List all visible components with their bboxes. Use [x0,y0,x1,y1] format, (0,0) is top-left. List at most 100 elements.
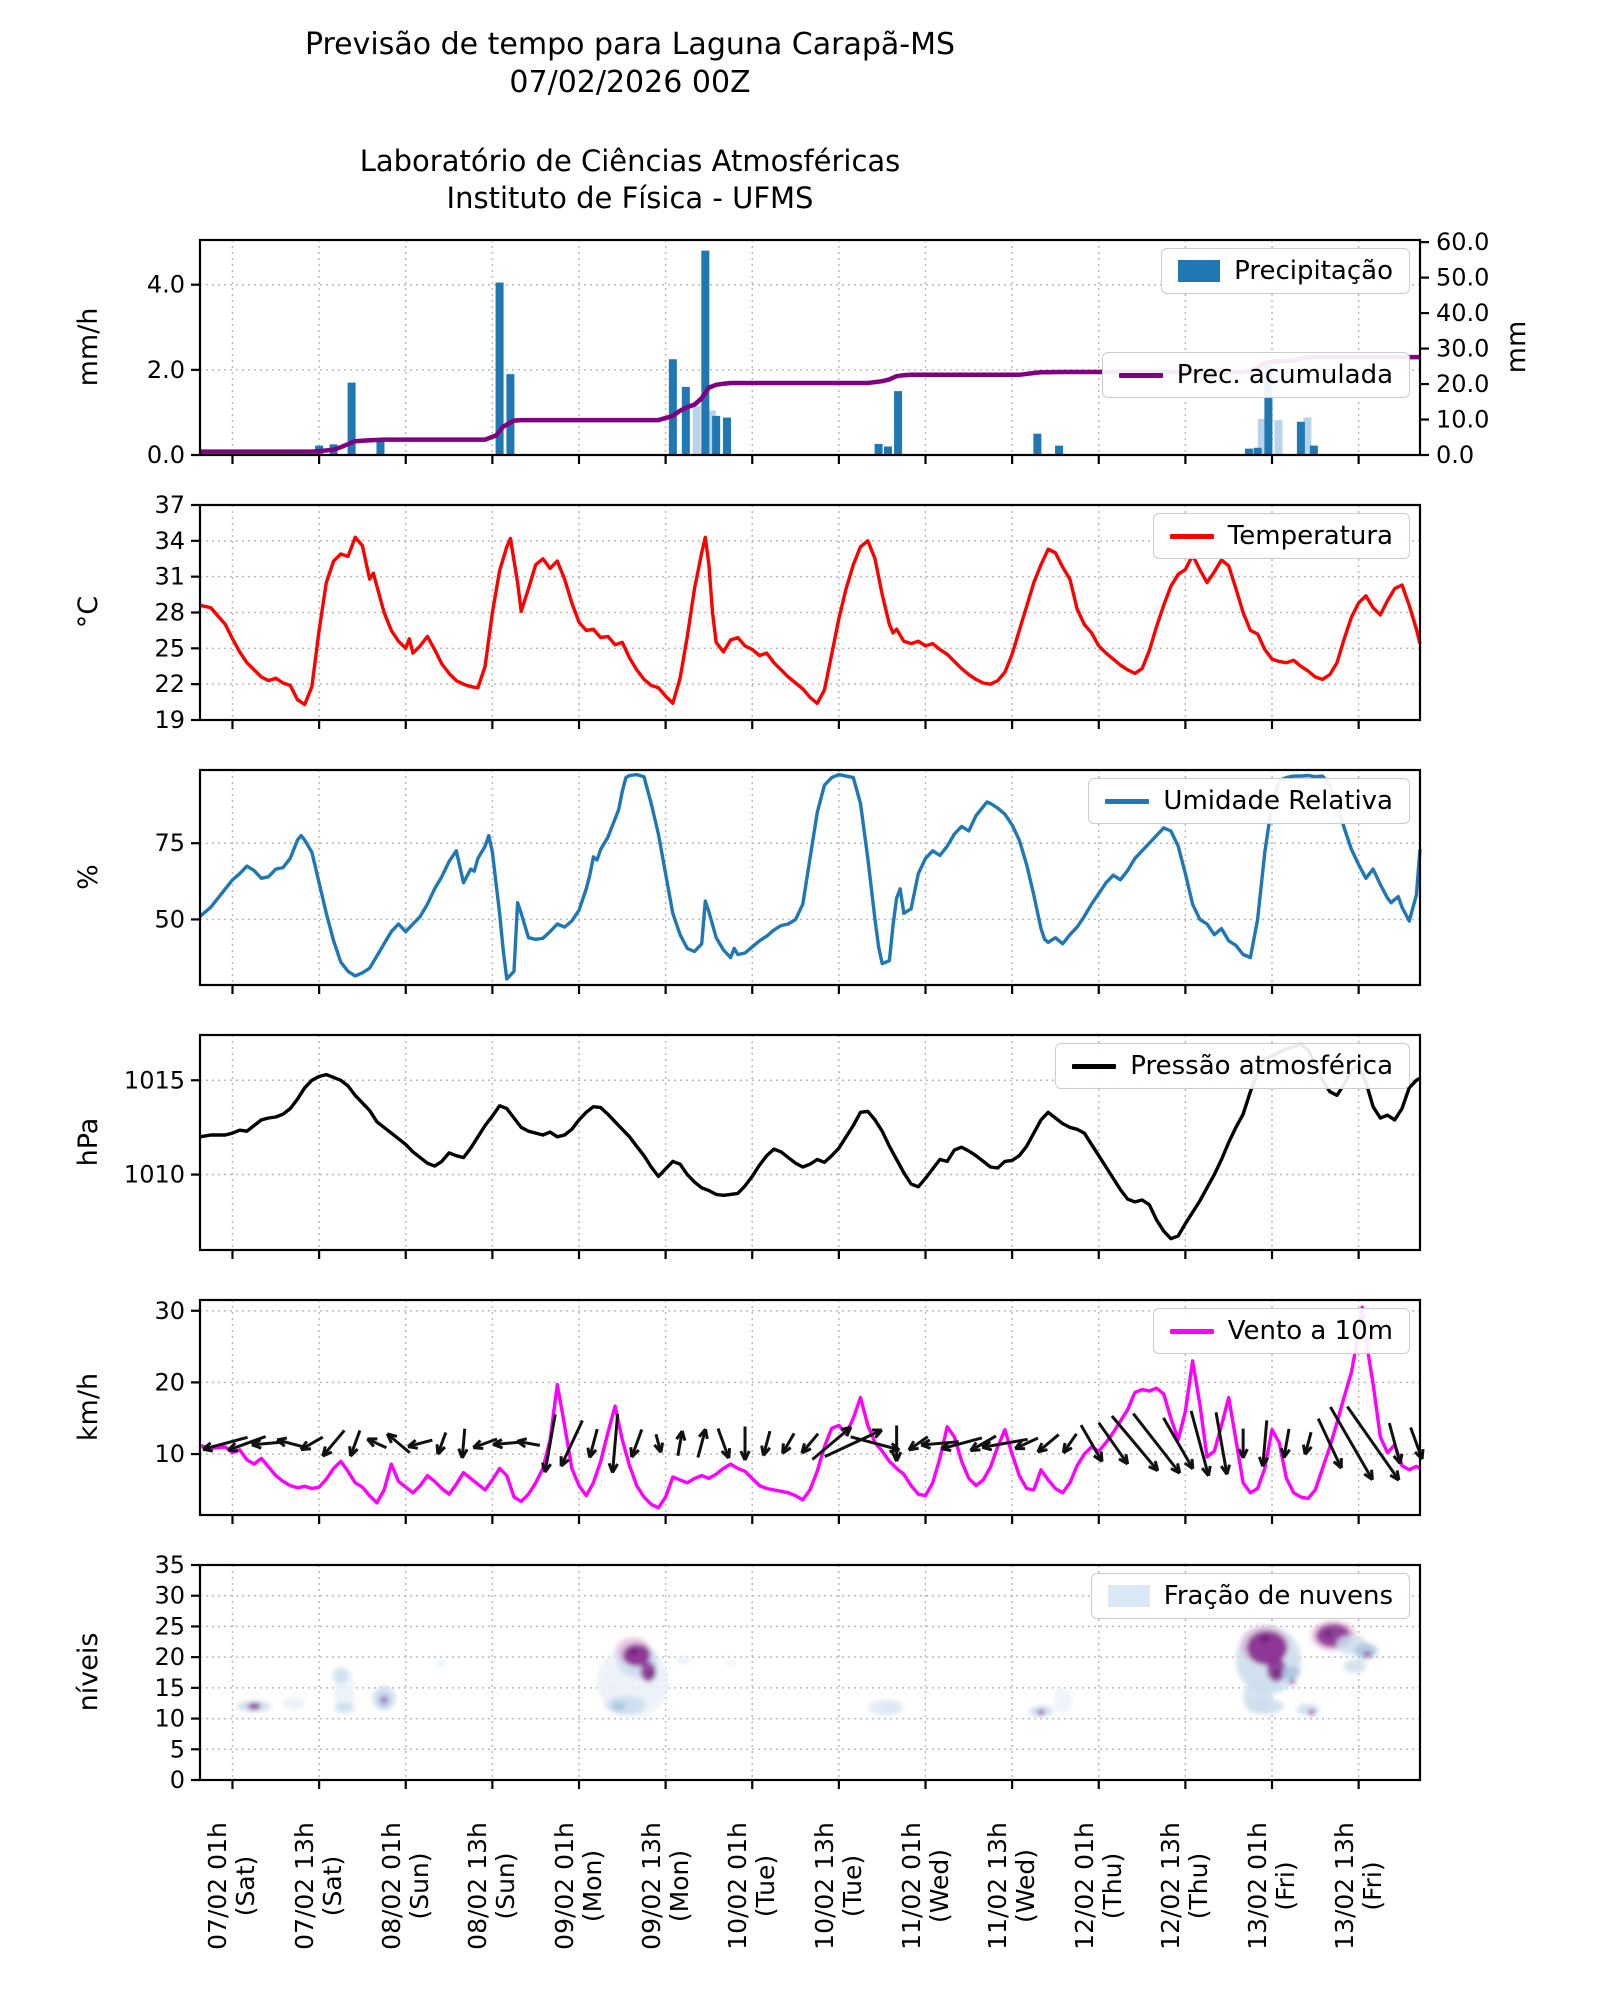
precip-axis-label: mm/h [72,307,104,387]
x-tick-label: 12/02 13h (Thu) [1156,1822,1214,1950]
y-tick-label: 10 [154,1440,185,1468]
y-tick-label-right: 40.0 [1436,299,1489,327]
figure-title: Previsão de tempo para Laguna Carapã-MS … [130,26,1130,102]
y-tick-label: 5 [170,1735,185,1763]
legend-label: Temperatura [1227,521,1393,551]
pressure-plot: 1010 1015 [124,1033,1422,1259]
temperature-line [199,535,1422,707]
temperature-plot: 19 22 25 28 31 34 37 [154,491,1422,734]
x-tick-label: 13/02 13h (Fri) [1329,1822,1387,1950]
y-tick-label: 75 [154,829,185,857]
precipitation-bar [1033,433,1042,455]
precipitation-bar [1244,448,1253,455]
precipitation-bar [701,250,710,455]
y-tick-label: 20 [154,1368,185,1396]
pressure-legend-line [1072,1063,1117,1069]
x-tick-label: 11/02 13h (Wed) [983,1822,1041,1950]
panel-pressure: Pressão atmosférica 1010 1015 [124,1033,1422,1259]
precipitation-bar [722,417,731,455]
x-tick-label: 08/02 13h (Sun) [463,1822,521,1950]
precipitation-bar [1264,365,1273,455]
humidity-axis-label: % [72,864,104,890]
humidity-legend-line [1105,798,1150,804]
y-tick-label: 31 [154,563,185,591]
wind-direction-arrows [201,1405,1425,1482]
panel-humidity: Umidade Relativa 50 75 [154,768,1422,994]
legend-pressure: Pressão atmosférica [1055,1043,1410,1089]
legend-label: Fração de nuvens [1163,1581,1393,1611]
precipitation-bar [1055,445,1064,455]
temperature-axis-label: °C [72,595,104,629]
legend-precipitation: Precipitação [1161,248,1410,294]
x-tick-label: 09/02 01h (Mon) [549,1822,607,1950]
humidity-plot: 50 75 [154,768,1422,994]
precipitation-bar [894,391,903,455]
y-tick-label-right: 0.0 [1436,441,1474,469]
x-tick-label: 09/02 13h (Mon) [636,1822,694,1950]
legend-label: Precipitação [1234,256,1393,286]
y-tick-label: 0.0 [147,441,185,469]
precipitation-bar [1296,421,1305,455]
precipitation-bar [506,374,515,455]
subtitle-line1: Laboratório de Ciências Atmosféricas [359,144,901,178]
y-tick-label: 15 [154,1674,185,1702]
pressure-axis-label: hPa [72,1117,104,1167]
y-tick-label: 2.0 [147,356,185,384]
humidity-line [198,772,1422,981]
x-tick-label: 07/02 13h (Sat) [290,1822,348,1950]
x-tick-label: 10/02 01h (Tue) [723,1822,781,1950]
y-tick-label-right: 10.0 [1436,406,1489,434]
panel-temperature: Temperatura 19 22 25 28 31 34 37 [154,491,1422,734]
accumulated-legend-line [1118,372,1163,378]
wind-axis-label: km/h [72,1372,104,1442]
y-tick-label: 34 [154,527,185,555]
y-tick-label: 28 [154,599,185,627]
precipitation-bar [495,282,504,455]
legend-accumulated-precipitation: Prec. acumulada [1101,352,1410,398]
x-tick-label: 10/02 13h (Tue) [809,1822,867,1950]
cloud-legend-swatch [1107,1585,1150,1607]
x-tick-label: 11/02 01h (Wed) [896,1822,954,1950]
legend-humidity: Umidade Relativa [1088,778,1410,824]
y-tick-label: 35 [154,1551,185,1579]
y-tick-label-right: 60.0 [1436,228,1489,256]
y-tick-label: 4.0 [147,271,185,299]
clouds-axis-label: níveis [72,1632,104,1712]
y-tick-label: 1015 [124,1066,185,1094]
x-tick-label: 13/02 01h (Fri) [1243,1822,1300,1950]
x-tick-label: 08/02 01h (Sun) [376,1822,434,1950]
title-line1: Previsão de tempo para Laguna Carapã-MS [304,27,956,62]
precipitation-bar [681,386,690,455]
wind-legend-line [1169,1328,1214,1334]
temperature-legend-line [1169,533,1214,539]
precipitation-bar [874,443,883,455]
y-tick-label: 30 [154,1297,185,1325]
x-tick-label: 07/02 01h (Sat) [203,1822,261,1950]
subtitle-line2: Instituto de Física - UFMS [446,181,814,215]
x-tick-label: 12/02 01h (Thu) [1069,1822,1127,1950]
cloud-blobs [236,1620,1378,1718]
legend-label: Umidade Relativa [1163,786,1393,816]
y-tick-label-right: 20.0 [1436,370,1489,398]
precipitation-bar [347,382,356,455]
y-tick-label: 25 [154,1612,185,1640]
precipitation-bar [668,359,677,455]
y-tick-label-right: 30.0 [1436,335,1489,363]
pressure-line [199,1042,1421,1241]
wind-line [199,1305,1421,1510]
panel-cloud-fraction: Fração de nuvens 0 5 10 15 20 25 30 35 [154,1551,1422,1794]
y-tick-label: 25 [154,634,185,662]
precipitation-bar [1253,447,1262,455]
legend-label: Vento a 10m [1227,1316,1393,1346]
y-tick-label: 0 [170,1766,185,1794]
title-line2: 07/02/2026 00Z [509,65,751,100]
precipitation-legend-swatch [1178,260,1221,282]
precip-plot: 0.0 2.0 4.0 0.0 10.0 20.0 30.0 40.0 50.0 60.0 [147,228,1490,469]
legend-cloud-fraction: Fração de nuvens [1090,1573,1410,1619]
legend-label: Prec. acumulada [1176,360,1393,390]
y-tick-label-right: 50.0 [1436,264,1489,292]
y-tick-label: 50 [154,905,185,933]
precipitation-bar [1309,445,1318,455]
